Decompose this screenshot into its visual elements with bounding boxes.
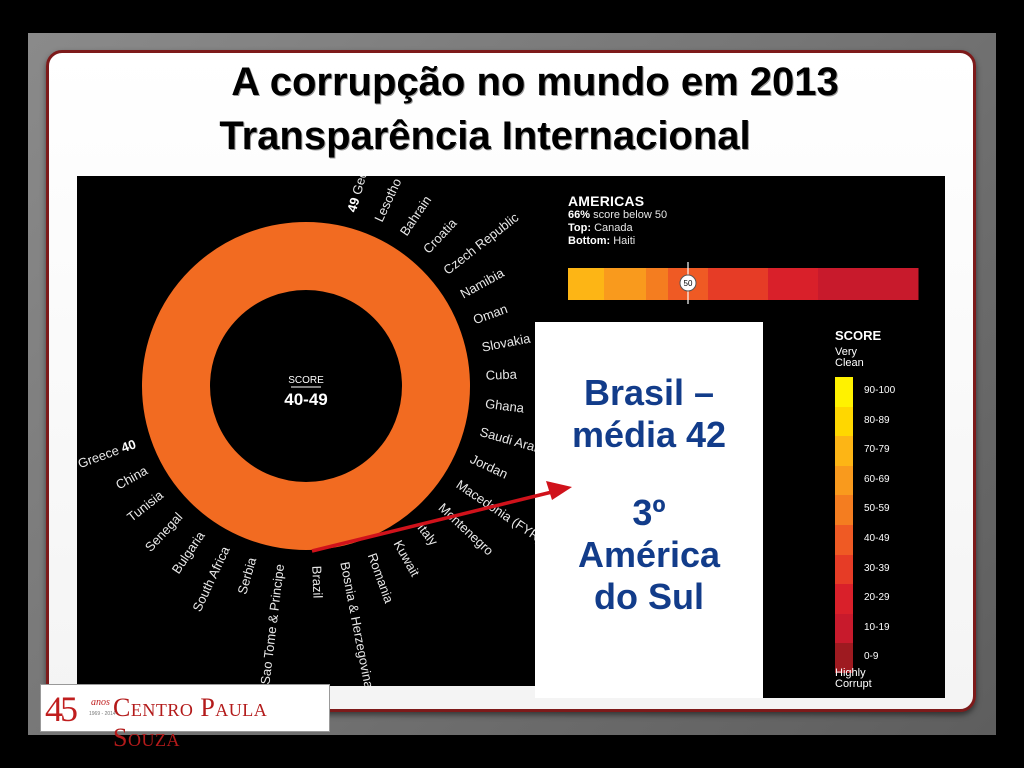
legend-range-label: 30-39	[864, 562, 890, 574]
brazil-highlight-box: Brasil – média 42 3º América do Sul	[535, 322, 763, 698]
americas-panel: AMERICAS 66% score below 50 Top: Canada …	[568, 193, 667, 248]
country-label: Bulgaria	[169, 528, 209, 577]
legend-color-segment	[835, 554, 853, 585]
logo-anniversary-number: 45	[45, 689, 78, 729]
score-donut-ring	[142, 222, 470, 550]
country-label: Serbia	[235, 555, 260, 596]
legend-color-segment	[835, 495, 853, 525]
country-label: Sao Tome & Principe	[257, 563, 287, 685]
highlight-brazil-average: Brasil – média 42	[571, 372, 727, 455]
legend-range-label: 10-19	[864, 621, 890, 633]
score-legend: SCORE Very Clean 90-100 80-89 70-79 60-69 50-…	[763, 322, 945, 698]
country-label: Romania	[365, 551, 397, 606]
legend-range-label: 90-100	[864, 385, 896, 396]
americas-marker-label: 50	[684, 279, 693, 288]
donut-graphic: SCORE 40-49 49 GeorgiaLesothoBahrainCroa…	[77, 176, 554, 686]
highlight-brazil-rank: 3º América do Sul	[577, 492, 721, 617]
country-label: 49 Georgia	[344, 176, 376, 214]
americas-bar-segment	[646, 268, 669, 300]
legend-bottom-label: Highly Corrupt	[835, 667, 872, 690]
country-label: Brazil	[309, 565, 325, 598]
americas-bottom-row: Bottom: Haiti	[568, 235, 636, 247]
country-label: Namibia	[458, 265, 508, 302]
legend-range-label: 80-89	[864, 414, 890, 426]
legend-color-segment	[835, 406, 853, 437]
americas-bar-segment	[768, 268, 819, 300]
legend-color-segment	[835, 465, 853, 496]
country-label: Croatia	[420, 215, 460, 256]
legend-color-segment	[835, 584, 853, 614]
legend-color-segment	[835, 436, 853, 466]
americas-pct-row: 66% score below 50	[568, 209, 668, 221]
slide-title-line1: A corrupção no mundo em 2013	[231, 60, 839, 104]
americas-bar-segment	[850, 268, 919, 300]
legend-color-segment	[835, 613, 853, 644]
americas-top-row: Top: Canada	[568, 222, 633, 234]
americas-bar-segment	[604, 268, 647, 300]
country-label: Senegal	[142, 509, 186, 554]
donut-center-label: SCORE	[288, 375, 324, 386]
country-label: Bosnia & Herzegovina	[337, 560, 376, 686]
country-label: Greece 40	[77, 436, 138, 471]
americas-bar-segment	[568, 268, 605, 300]
country-label: Ghana	[484, 396, 525, 416]
legend-range-label: 50-59	[864, 503, 890, 515]
country-label: Oman	[471, 301, 509, 327]
americas-score-bar: 50	[568, 262, 919, 304]
legend-color-bar	[835, 377, 853, 673]
logo-years: 1969 - 2014	[89, 711, 116, 717]
country-label: Slovakia	[480, 330, 532, 354]
centro-paula-souza-logo: 45 anos 1969 - 2014 Centro Paula Souza	[40, 684, 330, 752]
slide-title-line2: Transparência Internacional	[219, 114, 751, 158]
legend-range-label: 60-69	[864, 473, 890, 485]
legend-top-label: Very Clean	[835, 346, 864, 369]
legend-range-label: 40-49	[864, 533, 890, 544]
donut-center-value: 40-49	[284, 390, 327, 409]
country-label: China	[113, 462, 151, 492]
americas-bar-segment	[818, 268, 851, 300]
logo-anos-label: anos	[91, 697, 110, 708]
americas-heading: AMERICAS	[568, 193, 645, 209]
country-label: Jordan	[468, 451, 510, 481]
legend-range-label: 0-9	[864, 651, 879, 663]
legend-color-segment	[835, 643, 853, 673]
country-label: Bahrain	[397, 193, 434, 239]
country-label: Italy	[414, 520, 441, 548]
legend-title: SCORE	[835, 328, 882, 343]
logo-name: Centro Paula Souza	[113, 693, 268, 752]
americas-bar-segment	[708, 268, 769, 300]
legend-color-segment	[835, 524, 853, 555]
legend-range-label: 20-29	[864, 592, 890, 604]
legend-color-segment	[835, 377, 853, 407]
country-label: Cuba	[485, 367, 517, 383]
country-label: Tunisia	[124, 487, 166, 525]
legend-range-label: 70-79	[864, 444, 890, 456]
country-label: Lesotho	[371, 176, 404, 224]
country-label: Kuwait	[391, 538, 423, 580]
